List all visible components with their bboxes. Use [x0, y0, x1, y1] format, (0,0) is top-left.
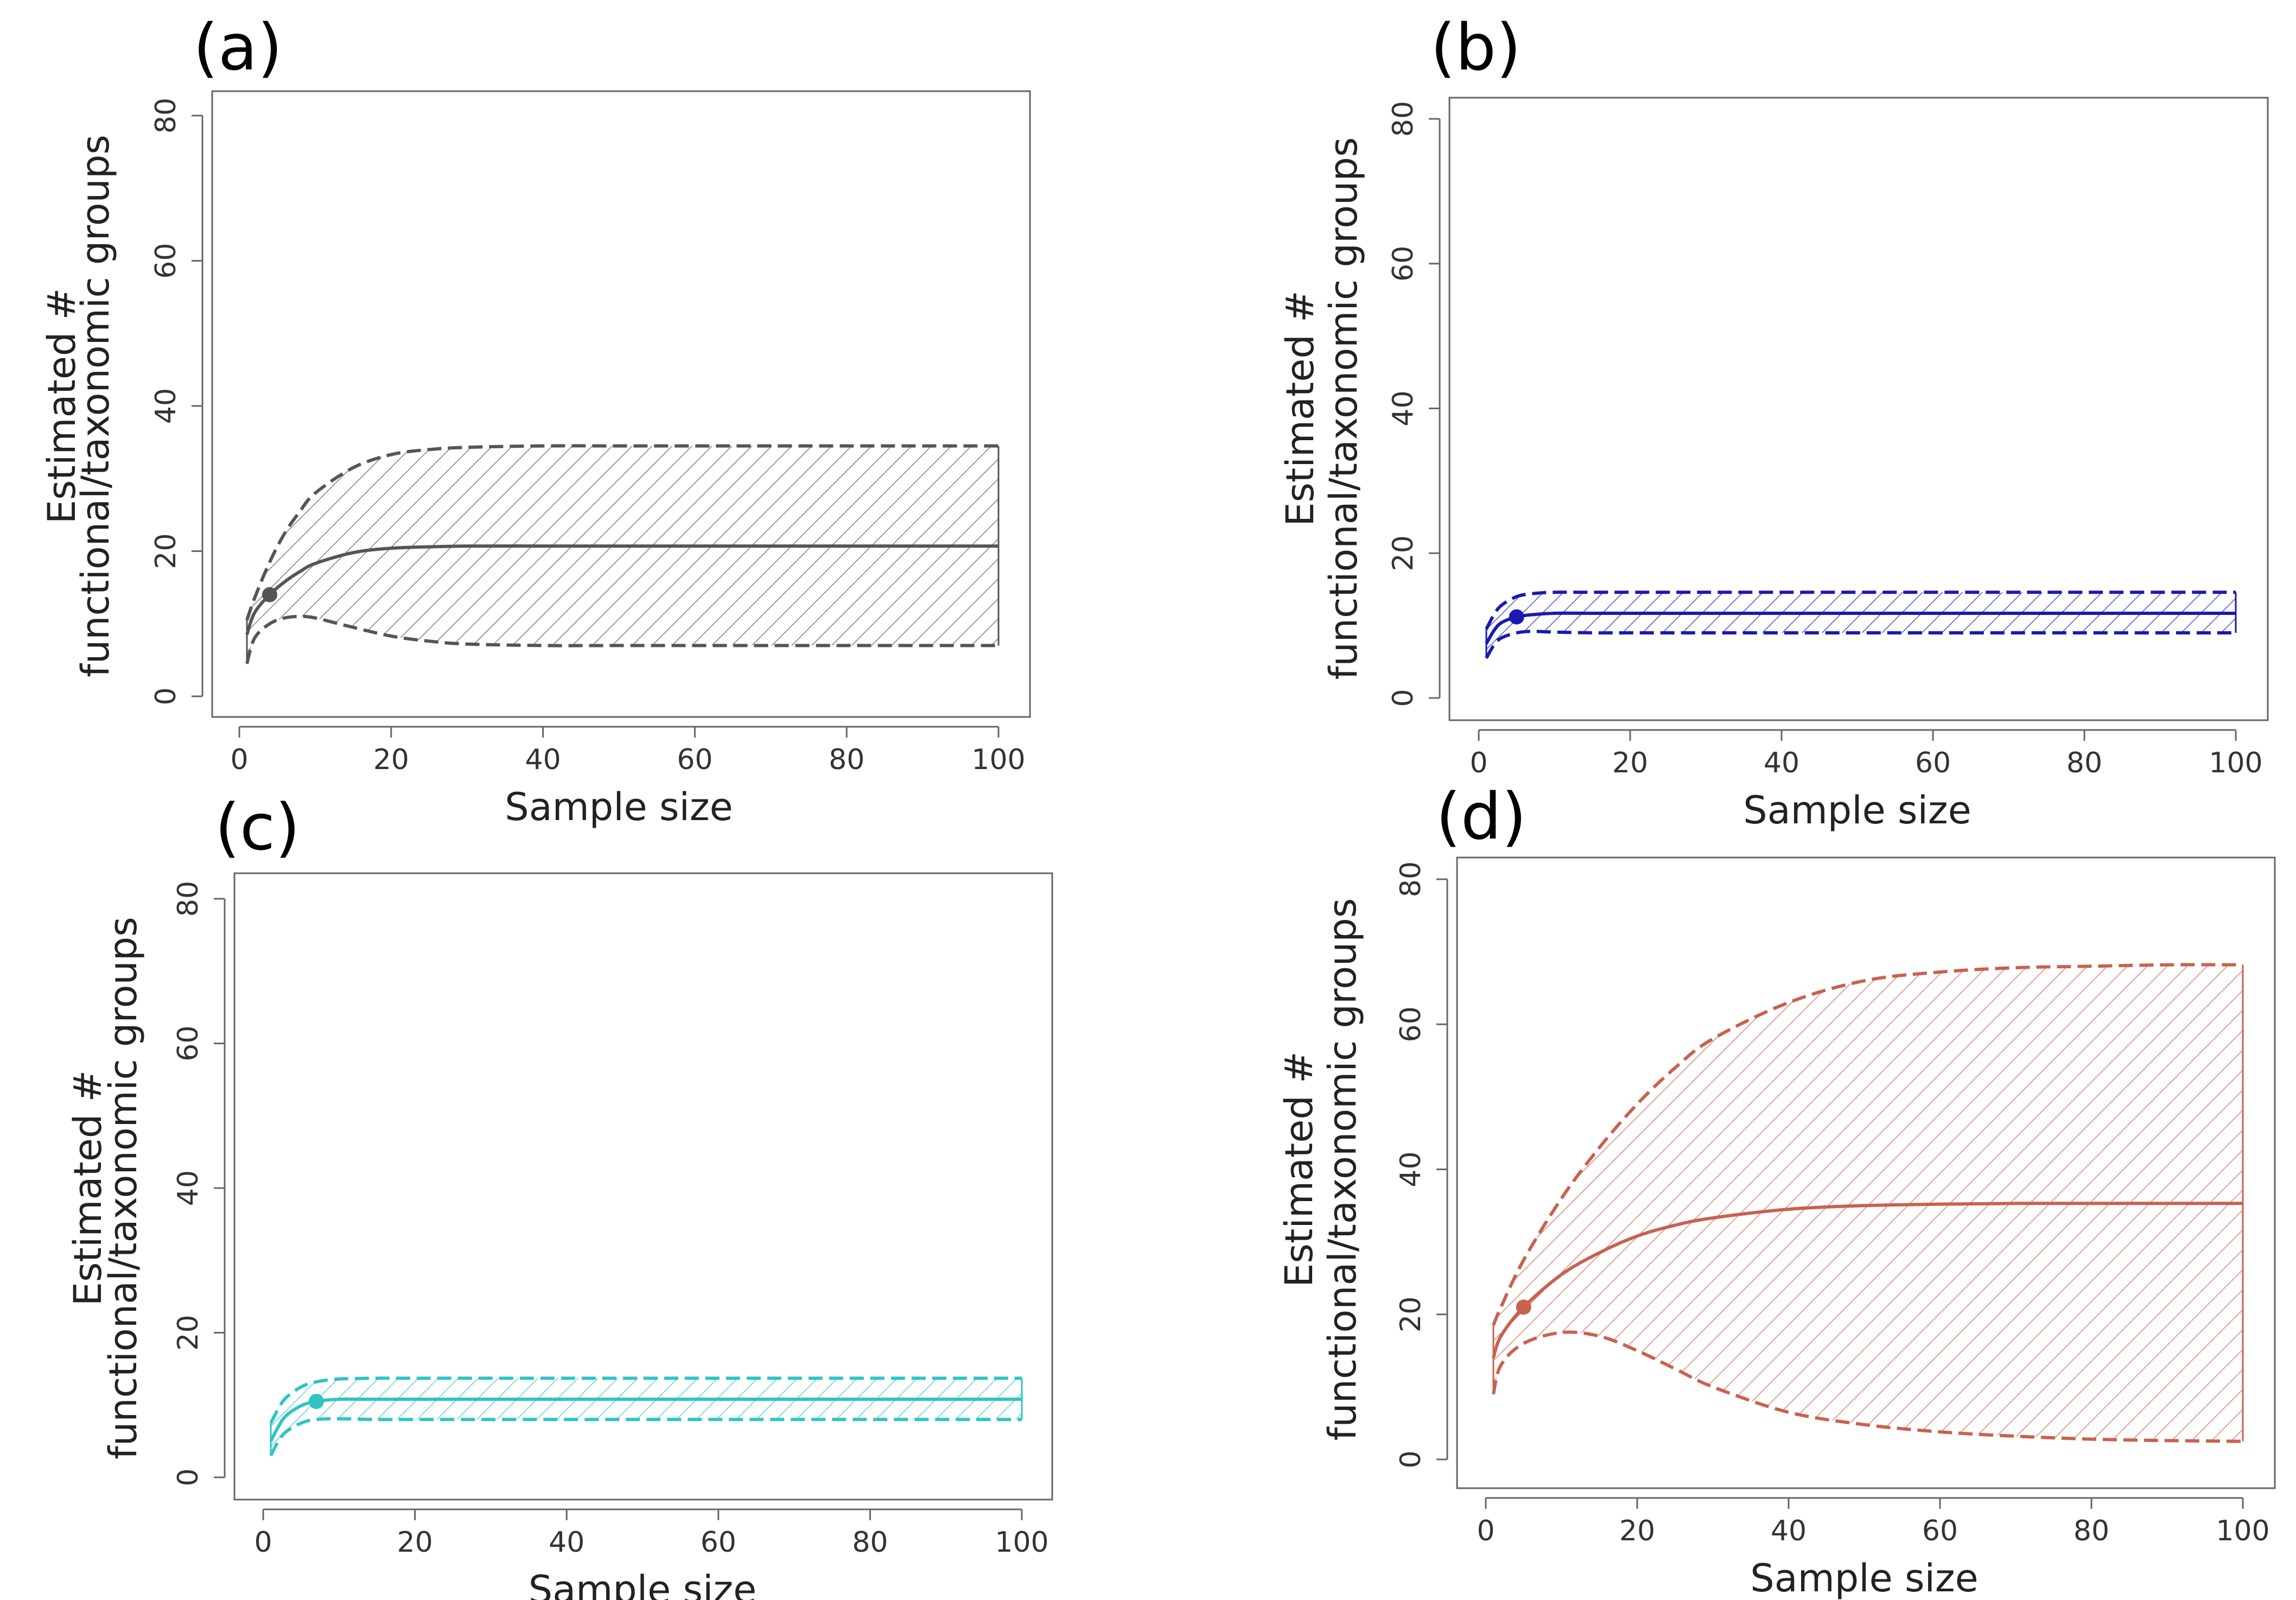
x-axis-title: Sample size	[1743, 788, 1971, 833]
x-tick-label: 80	[2074, 1515, 2109, 1547]
y-tick-label: 0	[1395, 1450, 1427, 1468]
y-axis-title-line1: Estimated #	[1277, 1051, 1321, 1287]
x-tick-label: 100	[2216, 1515, 2269, 1547]
x-tick-label: 80	[852, 1526, 888, 1559]
x-tick-label: 0	[1470, 747, 1487, 779]
x-tick-label: 20	[1619, 1515, 1655, 1547]
x-axis-title: Sample size	[505, 785, 733, 829]
y-tick-label: 0	[150, 687, 182, 705]
y-tick-label: 80	[150, 98, 182, 134]
plot-frame	[1456, 856, 2276, 1489]
estimate-line	[1492, 1202, 2243, 1358]
x-tick-label: 0	[254, 1526, 272, 1559]
x-tick-label: 60	[1922, 1515, 1958, 1547]
x-tick-label: 20	[1612, 747, 1648, 779]
x-tick-label: 60	[701, 1526, 736, 1559]
x-tick-label: 100	[995, 1526, 1048, 1559]
x-tick-label: 100	[2209, 747, 2262, 779]
observed-point	[1509, 609, 1524, 625]
y-tick-label: 80	[1387, 101, 1420, 137]
x-tick-label: 60	[677, 744, 713, 776]
panel-a: 0 20 40 60 80 100 Sample size 0 20 40 60 80 Estimate…	[40, 10, 1031, 829]
estimate-line	[1485, 611, 2236, 645]
confidence-band	[1493, 964, 2243, 1442]
y-axis-title-line2: functional/taxonomic groups	[73, 135, 118, 677]
y-axis: 0 20 40 60 80 Estimated #functional/taxonomic…	[66, 881, 226, 1487]
y-axis-title-line1: Estimated #	[66, 1070, 110, 1306]
y-tick-label: 40	[1395, 1151, 1427, 1187]
x-tick-label: 40	[549, 1526, 584, 1559]
confidence-band	[247, 446, 998, 664]
x-tick-label: 100	[971, 744, 1025, 776]
y-axis-title-line2: functional/taxonomic groups	[1321, 137, 1366, 680]
y-axis-title-line2: functional/taxonomic groups	[101, 917, 145, 1459]
y-axis: 0 20 40 60 80 Estimated #functional/taxonomic…	[40, 98, 203, 706]
confidence-band	[271, 1378, 1022, 1456]
lower-bound-line	[269, 1417, 1022, 1457]
x-axis-title: Sample size	[1750, 1556, 1978, 1600]
observed-point	[1516, 1299, 1531, 1315]
x-tick-label: 40	[1771, 1515, 1807, 1547]
y-tick-label: 40	[172, 1170, 205, 1206]
panel-c: 0 20 40 60 80 100 Sample size 0 20 40 60 80 Estimate…	[66, 790, 1053, 1600]
upper-bound-line	[245, 444, 998, 621]
y-tick-label: 20	[172, 1315, 205, 1350]
plot-frame	[1448, 97, 2269, 721]
y-axis-title-line1: Estimated #	[40, 288, 84, 524]
x-tick-label: 0	[230, 744, 248, 776]
upper-bound-line	[269, 1376, 1022, 1424]
x-axis: 0 20 40 60 80 100 Sample size	[254, 1508, 1049, 1600]
y-axis-title-line1: Estimated #	[1278, 290, 1322, 526]
x-axis-title: Sample size	[529, 1567, 756, 1600]
confidence-band	[1486, 592, 2236, 658]
y-tick-label: 40	[1387, 390, 1420, 426]
estimate-line	[245, 544, 998, 636]
lower-bound-line	[1491, 1330, 2243, 1443]
y-tick-label: 80	[1395, 861, 1427, 897]
y-tick-label: 0	[1387, 689, 1420, 707]
panel-label: (c)	[215, 790, 300, 865]
panel-label: (a)	[193, 10, 282, 85]
lower-bound-line	[245, 614, 998, 664]
y-axis: 0 20 40 60 80 Estimated #functional/taxonomic…	[1278, 101, 1441, 707]
y-axis-title-line2: functional/taxonomic groups	[1320, 898, 1365, 1441]
x-tick-label: 40	[525, 744, 561, 776]
y-tick-label: 60	[1387, 246, 1420, 282]
panel-label: (d)	[1436, 779, 1527, 854]
x-tick-label: 80	[2066, 747, 2102, 779]
x-tick-label: 20	[373, 744, 409, 776]
y-tick-label: 60	[172, 1025, 205, 1061]
y-tick-label: 60	[150, 243, 182, 278]
y-tick-label: 20	[150, 533, 182, 569]
x-tick-label: 40	[1764, 747, 1799, 779]
observed-point	[308, 1394, 324, 1409]
x-axis: 0 20 40 60 80 100 Sample size	[230, 726, 1026, 829]
x-tick-label: 60	[1915, 747, 1951, 779]
y-axis: 0 20 40 60 80 Estimated #functional/taxonomic…	[1277, 861, 1448, 1469]
x-tick-label: 20	[397, 1526, 433, 1559]
y-tick-label: 20	[1387, 535, 1420, 571]
x-tick-label: 80	[829, 744, 864, 776]
estimate-line	[269, 1397, 1022, 1442]
lower-bound-line	[1485, 630, 2236, 659]
y-tick-label: 0	[172, 1468, 205, 1486]
y-tick-label: 20	[1395, 1297, 1427, 1332]
x-axis: 0 20 40 60 80 100 Sample size	[1477, 1497, 2270, 1600]
panel-b: 0 20 40 60 80 100 Sample size 0 20 40 60 80 Estimate…	[1278, 10, 2269, 833]
y-tick-label: 60	[1395, 1006, 1427, 1042]
panel-d: 0 20 40 60 80 100 Sample size 0 20 40 60 80 Estimate…	[1277, 779, 2276, 1600]
upper-bound-line	[1492, 963, 2243, 1326]
panel-label: (b)	[1430, 10, 1521, 85]
observed-point	[262, 587, 277, 602]
x-axis: 0 20 40 60 80 100 Sample size	[1470, 729, 2263, 833]
y-tick-label: 80	[172, 881, 205, 917]
plot-frame	[233, 872, 1053, 1501]
plot-frame	[211, 90, 1031, 718]
y-tick-label: 40	[150, 388, 182, 424]
x-tick-label: 0	[1477, 1515, 1494, 1547]
